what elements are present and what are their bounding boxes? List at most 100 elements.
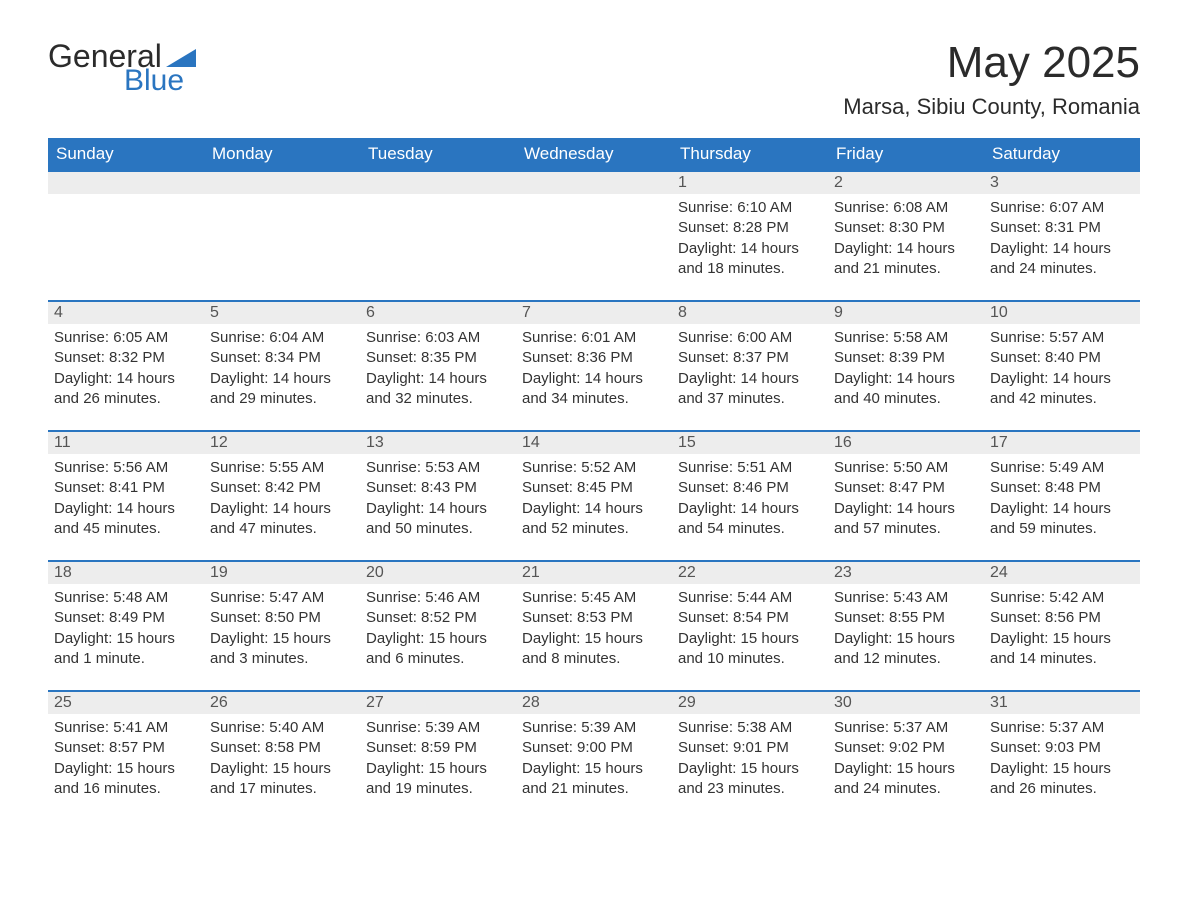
day-number: 3: [984, 172, 1140, 194]
day-content: Sunrise: 5:52 AMSunset: 8:45 PMDaylight:…: [516, 454, 672, 549]
day-content: Sunrise: 5:42 AMSunset: 8:56 PMDaylight:…: [984, 584, 1140, 679]
day-content: Sunrise: 6:10 AMSunset: 8:28 PMDaylight:…: [672, 194, 828, 289]
calendar-day-cell: [516, 171, 672, 301]
calendar-day-cell: 8Sunrise: 6:00 AMSunset: 8:37 PMDaylight…: [672, 301, 828, 431]
day-content: Sunrise: 5:39 AMSunset: 9:00 PMDaylight:…: [516, 714, 672, 809]
calendar-header-row: SundayMondayTuesdayWednesdayThursdayFrid…: [48, 138, 1140, 171]
daylight-text: Daylight: 15 hours and 17 minutes.: [210, 759, 354, 800]
calendar-week-row: 25Sunrise: 5:41 AMSunset: 8:57 PMDayligh…: [48, 691, 1140, 821]
calendar-week-row: 18Sunrise: 5:48 AMSunset: 8:49 PMDayligh…: [48, 561, 1140, 691]
sunset-text: Sunset: 8:35 PM: [366, 348, 510, 368]
calendar-day-cell: 29Sunrise: 5:38 AMSunset: 9:01 PMDayligh…: [672, 691, 828, 821]
calendar-day-cell: 1Sunrise: 6:10 AMSunset: 8:28 PMDaylight…: [672, 171, 828, 301]
sunset-text: Sunset: 8:40 PM: [990, 348, 1134, 368]
day-content: Sunrise: 5:43 AMSunset: 8:55 PMDaylight:…: [828, 584, 984, 679]
daylight-text: Daylight: 14 hours and 57 minutes.: [834, 499, 978, 540]
day-number: 31: [984, 692, 1140, 714]
daylight-text: Daylight: 15 hours and 19 minutes.: [366, 759, 510, 800]
calendar-day-cell: 22Sunrise: 5:44 AMSunset: 8:54 PMDayligh…: [672, 561, 828, 691]
sunrise-text: Sunrise: 5:45 AM: [522, 588, 666, 608]
sunrise-text: Sunrise: 6:08 AM: [834, 198, 978, 218]
daylight-text: Daylight: 14 hours and 54 minutes.: [678, 499, 822, 540]
calendar-day-cell: 12Sunrise: 5:55 AMSunset: 8:42 PMDayligh…: [204, 431, 360, 561]
day-number: 21: [516, 562, 672, 584]
daylight-text: Daylight: 14 hours and 59 minutes.: [990, 499, 1134, 540]
calendar-day-cell: 3Sunrise: 6:07 AMSunset: 8:31 PMDaylight…: [984, 171, 1140, 301]
sunrise-text: Sunrise: 5:50 AM: [834, 458, 978, 478]
weekday-header: Wednesday: [516, 138, 672, 171]
sunset-text: Sunset: 8:59 PM: [366, 738, 510, 758]
day-content-empty: [360, 194, 516, 284]
day-number: 27: [360, 692, 516, 714]
daylight-text: Daylight: 15 hours and 16 minutes.: [54, 759, 198, 800]
weekday-header: Monday: [204, 138, 360, 171]
sunset-text: Sunset: 8:39 PM: [834, 348, 978, 368]
day-content: Sunrise: 5:38 AMSunset: 9:01 PMDaylight:…: [672, 714, 828, 809]
day-content: Sunrise: 5:41 AMSunset: 8:57 PMDaylight:…: [48, 714, 204, 809]
calendar-day-cell: 15Sunrise: 5:51 AMSunset: 8:46 PMDayligh…: [672, 431, 828, 561]
day-content: Sunrise: 6:00 AMSunset: 8:37 PMDaylight:…: [672, 324, 828, 419]
sunset-text: Sunset: 8:47 PM: [834, 478, 978, 498]
daylight-text: Daylight: 15 hours and 21 minutes.: [522, 759, 666, 800]
sunset-text: Sunset: 8:54 PM: [678, 608, 822, 628]
day-number: 1: [672, 172, 828, 194]
sunrise-text: Sunrise: 6:00 AM: [678, 328, 822, 348]
sunrise-text: Sunrise: 5:44 AM: [678, 588, 822, 608]
day-number: 28: [516, 692, 672, 714]
day-content: Sunrise: 5:56 AMSunset: 8:41 PMDaylight:…: [48, 454, 204, 549]
sunrise-text: Sunrise: 6:03 AM: [366, 328, 510, 348]
brand-logo: General Blue: [48, 40, 196, 96]
day-content: Sunrise: 6:01 AMSunset: 8:36 PMDaylight:…: [516, 324, 672, 419]
sunrise-text: Sunrise: 5:37 AM: [834, 718, 978, 738]
sunset-text: Sunset: 8:43 PM: [366, 478, 510, 498]
sunrise-text: Sunrise: 5:56 AM: [54, 458, 198, 478]
day-content: Sunrise: 5:39 AMSunset: 8:59 PMDaylight:…: [360, 714, 516, 809]
day-number: 18: [48, 562, 204, 584]
sunrise-text: Sunrise: 5:58 AM: [834, 328, 978, 348]
brand-text-blue: Blue: [124, 66, 196, 96]
sunset-text: Sunset: 8:58 PM: [210, 738, 354, 758]
day-number: 14: [516, 432, 672, 454]
day-number: 8: [672, 302, 828, 324]
calendar-week-row: 11Sunrise: 5:56 AMSunset: 8:41 PMDayligh…: [48, 431, 1140, 561]
calendar-day-cell: 30Sunrise: 5:37 AMSunset: 9:02 PMDayligh…: [828, 691, 984, 821]
day-number: 5: [204, 302, 360, 324]
day-number: 11: [48, 432, 204, 454]
sunset-text: Sunset: 8:37 PM: [678, 348, 822, 368]
sunrise-text: Sunrise: 6:10 AM: [678, 198, 822, 218]
day-content: Sunrise: 6:05 AMSunset: 8:32 PMDaylight:…: [48, 324, 204, 419]
day-content: Sunrise: 5:53 AMSunset: 8:43 PMDaylight:…: [360, 454, 516, 549]
day-number: 25: [48, 692, 204, 714]
daylight-text: Daylight: 14 hours and 24 minutes.: [990, 239, 1134, 280]
daylight-text: Daylight: 15 hours and 6 minutes.: [366, 629, 510, 670]
daylight-text: Daylight: 14 hours and 45 minutes.: [54, 499, 198, 540]
day-number: 17: [984, 432, 1140, 454]
day-content: Sunrise: 5:44 AMSunset: 8:54 PMDaylight:…: [672, 584, 828, 679]
day-content: Sunrise: 5:37 AMSunset: 9:02 PMDaylight:…: [828, 714, 984, 809]
sunset-text: Sunset: 8:46 PM: [678, 478, 822, 498]
calendar-day-cell: 28Sunrise: 5:39 AMSunset: 9:00 PMDayligh…: [516, 691, 672, 821]
daylight-text: Daylight: 15 hours and 3 minutes.: [210, 629, 354, 670]
day-number: 30: [828, 692, 984, 714]
daylight-text: Daylight: 15 hours and 24 minutes.: [834, 759, 978, 800]
sunset-text: Sunset: 8:48 PM: [990, 478, 1134, 498]
calendar-day-cell: 20Sunrise: 5:46 AMSunset: 8:52 PMDayligh…: [360, 561, 516, 691]
sunrise-text: Sunrise: 5:46 AM: [366, 588, 510, 608]
sunset-text: Sunset: 9:00 PM: [522, 738, 666, 758]
day-content: Sunrise: 5:49 AMSunset: 8:48 PMDaylight:…: [984, 454, 1140, 549]
day-number: 15: [672, 432, 828, 454]
calendar-table: SundayMondayTuesdayWednesdayThursdayFrid…: [48, 138, 1140, 821]
day-number: 6: [360, 302, 516, 324]
day-number-empty: [360, 172, 516, 194]
sunrise-text: Sunrise: 6:04 AM: [210, 328, 354, 348]
day-number: 19: [204, 562, 360, 584]
sunset-text: Sunset: 8:36 PM: [522, 348, 666, 368]
daylight-text: Daylight: 14 hours and 26 minutes.: [54, 369, 198, 410]
sunrise-text: Sunrise: 5:39 AM: [522, 718, 666, 738]
day-number-empty: [48, 172, 204, 194]
sunset-text: Sunset: 9:01 PM: [678, 738, 822, 758]
sunrise-text: Sunrise: 5:37 AM: [990, 718, 1134, 738]
sunrise-text: Sunrise: 5:41 AM: [54, 718, 198, 738]
sunset-text: Sunset: 8:42 PM: [210, 478, 354, 498]
sunrise-text: Sunrise: 5:42 AM: [990, 588, 1134, 608]
